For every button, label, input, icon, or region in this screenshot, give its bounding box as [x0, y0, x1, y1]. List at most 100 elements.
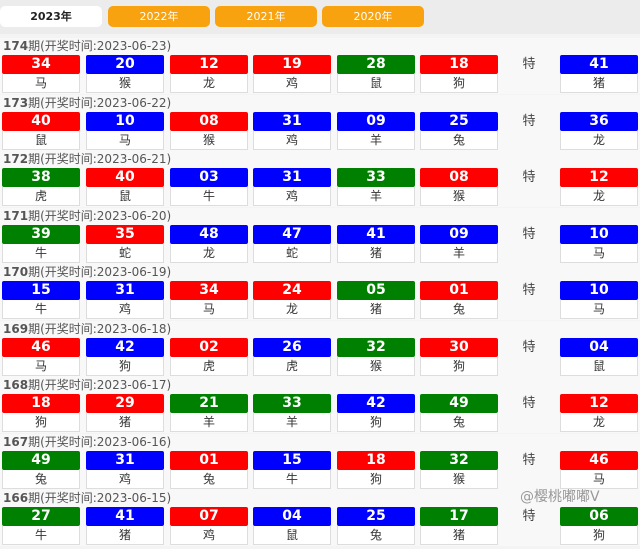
zodiac-label: 鼠 — [337, 74, 415, 93]
ball-cell: 02 虎 — [170, 337, 248, 376]
special-ball-cell: 46 马 — [560, 450, 638, 489]
special-ball-number: 10 — [560, 281, 638, 300]
zodiac-label: 鼠 — [253, 526, 331, 545]
ball-number: 47 — [253, 224, 331, 244]
ball-number: 09 — [337, 111, 415, 131]
ball-cell: 49 兔 — [420, 394, 498, 432]
ball-number: 01 — [420, 281, 498, 300]
ball-number: 40 — [86, 168, 164, 187]
ball-cell: 31 鸡 — [86, 450, 164, 489]
zodiac-label: 鸡 — [253, 74, 331, 93]
special-zodiac-label: 马 — [560, 469, 638, 489]
special-zodiac-label: 马 — [560, 300, 638, 319]
zodiac-label: 兔 — [420, 413, 498, 432]
draw-row: 167期(开奖时间:2023-06-16) 49 兔 31 鸡 01 兔 15 牛 18 狗 32 猴特… — [0, 433, 640, 490]
ball-number: 03 — [170, 168, 248, 187]
ball-number: 21 — [170, 394, 248, 413]
zodiac-label: 虎 — [253, 356, 331, 376]
special-ball-cell: 10 马 — [560, 224, 638, 263]
ball-cell: 09 羊 — [337, 111, 415, 150]
zodiac-label: 猴 — [86, 74, 164, 93]
ball-cell: 46 马 — [2, 337, 80, 376]
zodiac-label: 马 — [2, 356, 80, 376]
special-ball-cell: 06 狗 — [560, 507, 638, 545]
special-ball-number: 12 — [560, 394, 638, 413]
ball-cell: 42 狗 — [86, 337, 164, 376]
ball-number: 08 — [420, 168, 498, 187]
ball-number: 09 — [420, 224, 498, 244]
zodiac-label: 兔 — [170, 469, 248, 489]
ball-number: 49 — [2, 450, 80, 470]
special-ball-cell: 04 鼠 — [560, 337, 638, 376]
ball-cell: 34 马 — [170, 281, 248, 319]
special-zodiac-label: 龙 — [560, 413, 638, 432]
special-ball-number: 46 — [560, 450, 638, 470]
year-tabs: 2023年 2022年 2021年 2020年 — [0, 0, 640, 34]
ball-number: 12 — [170, 55, 248, 74]
special-ball-number: 04 — [560, 337, 638, 357]
zodiac-label: 兔 — [337, 526, 415, 545]
ball-number: 33 — [253, 394, 331, 413]
ball-cell: 47 蛇 — [253, 224, 331, 263]
special-label: 特 — [522, 339, 536, 355]
ball-cell: 41 猪 — [86, 507, 164, 545]
ball-cell: 15 牛 — [2, 281, 80, 319]
draw-header: 170期(开奖时间:2023-06-19) — [3, 265, 172, 279]
ball-cell: 31 鸡 — [86, 281, 164, 319]
special-ball-cell: 12 龙 — [560, 168, 638, 206]
zodiac-label: 鼠 — [86, 187, 164, 206]
ball-cell: 18 狗 — [337, 450, 415, 489]
special-label: 特 — [522, 396, 536, 411]
zodiac-label: 羊 — [170, 413, 248, 432]
ball-cell: 42 狗 — [337, 394, 415, 432]
zodiac-label: 鸡 — [86, 300, 164, 319]
ball-cell: 29 猪 — [86, 394, 164, 432]
ball-cell: 38 虎 — [2, 168, 80, 206]
ball-cell: 08 猴 — [170, 111, 248, 150]
ball-number: 18 — [2, 394, 80, 413]
zodiac-label: 鸡 — [170, 526, 248, 545]
special-ball-number: 10 — [560, 224, 638, 244]
zodiac-label: 狗 — [420, 356, 498, 376]
ball-cell: 18 狗 — [2, 394, 80, 432]
draw-row: 168期(开奖时间:2023-06-17) 18 狗 29 猪 21 羊 33 羊 42 狗 49 兔特… — [0, 377, 640, 433]
ball-number: 18 — [420, 55, 498, 74]
ball-number: 48 — [170, 224, 248, 244]
special-zodiac-label: 马 — [560, 243, 638, 263]
ball-number: 02 — [170, 337, 248, 357]
tab-2023[interactable]: 2023年 — [0, 6, 102, 27]
draw-header: 166期(开奖时间:2023-06-15) — [3, 491, 172, 505]
ball-cell: 33 羊 — [253, 394, 331, 432]
zodiac-label: 蛇 — [253, 243, 331, 263]
tab-2022[interactable]: 2022年 — [108, 6, 210, 27]
draw-header: 169期(开奖时间:2023-06-18) — [3, 321, 172, 336]
zodiac-label: 鸡 — [253, 187, 331, 206]
special-ball-cell: 36 龙 — [560, 111, 638, 150]
tab-2021[interactable]: 2021年 — [215, 6, 317, 27]
ball-cell: 17 猪 — [420, 507, 498, 545]
ball-number: 10 — [86, 111, 164, 131]
ball-number: 18 — [337, 450, 415, 470]
special-zodiac-label: 猪 — [560, 74, 638, 93]
zodiac-label: 牛 — [2, 243, 80, 263]
zodiac-label: 狗 — [337, 469, 415, 489]
special-zodiac-label: 龙 — [560, 187, 638, 206]
ball-number: 42 — [337, 394, 415, 413]
ball-number: 15 — [2, 281, 80, 300]
ball-cell: 33 羊 — [337, 168, 415, 206]
ball-number: 31 — [86, 281, 164, 300]
ball-cell: 09 羊 — [420, 224, 498, 263]
tab-2020[interactable]: 2020年 — [322, 6, 424, 27]
ball-number: 04 — [253, 507, 331, 526]
ball-cell: 18 狗 — [420, 55, 498, 93]
ball-cell: 39 牛 — [2, 224, 80, 263]
ball-cell: 25 兔 — [420, 111, 498, 150]
ball-cell: 40 鼠 — [86, 168, 164, 206]
special-label: 特 — [522, 283, 536, 298]
zodiac-label: 狗 — [86, 356, 164, 376]
ball-cell: 12 龙 — [170, 55, 248, 93]
zodiac-label: 猴 — [420, 469, 498, 489]
zodiac-label: 羊 — [253, 413, 331, 432]
zodiac-label: 龙 — [253, 300, 331, 319]
ball-number: 07 — [170, 507, 248, 526]
